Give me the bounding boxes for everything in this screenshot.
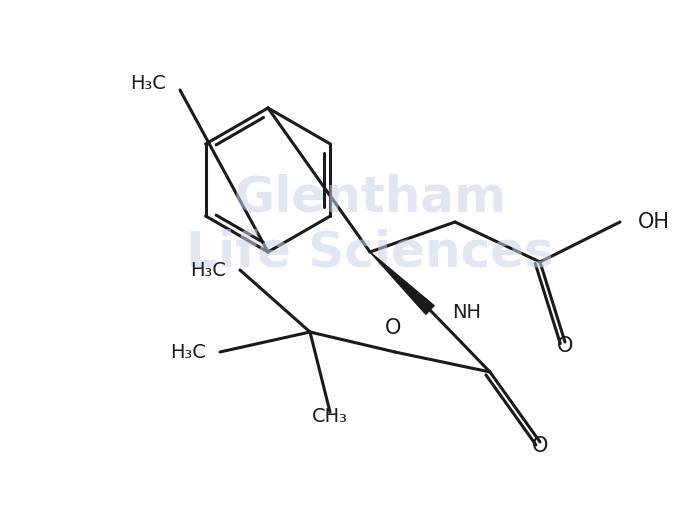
- Polygon shape: [370, 252, 434, 314]
- Text: H₃C: H₃C: [190, 261, 226, 280]
- Text: OH: OH: [638, 212, 670, 232]
- Text: O: O: [532, 436, 548, 456]
- Text: CH₃: CH₃: [312, 407, 348, 426]
- Text: O: O: [385, 318, 401, 338]
- Text: Glentham
Life Sciences: Glentham Life Sciences: [186, 173, 554, 277]
- Text: NH: NH: [452, 303, 481, 321]
- Text: O: O: [557, 336, 574, 356]
- Text: H₃C: H₃C: [130, 74, 166, 93]
- Text: H₃C: H₃C: [170, 343, 206, 361]
